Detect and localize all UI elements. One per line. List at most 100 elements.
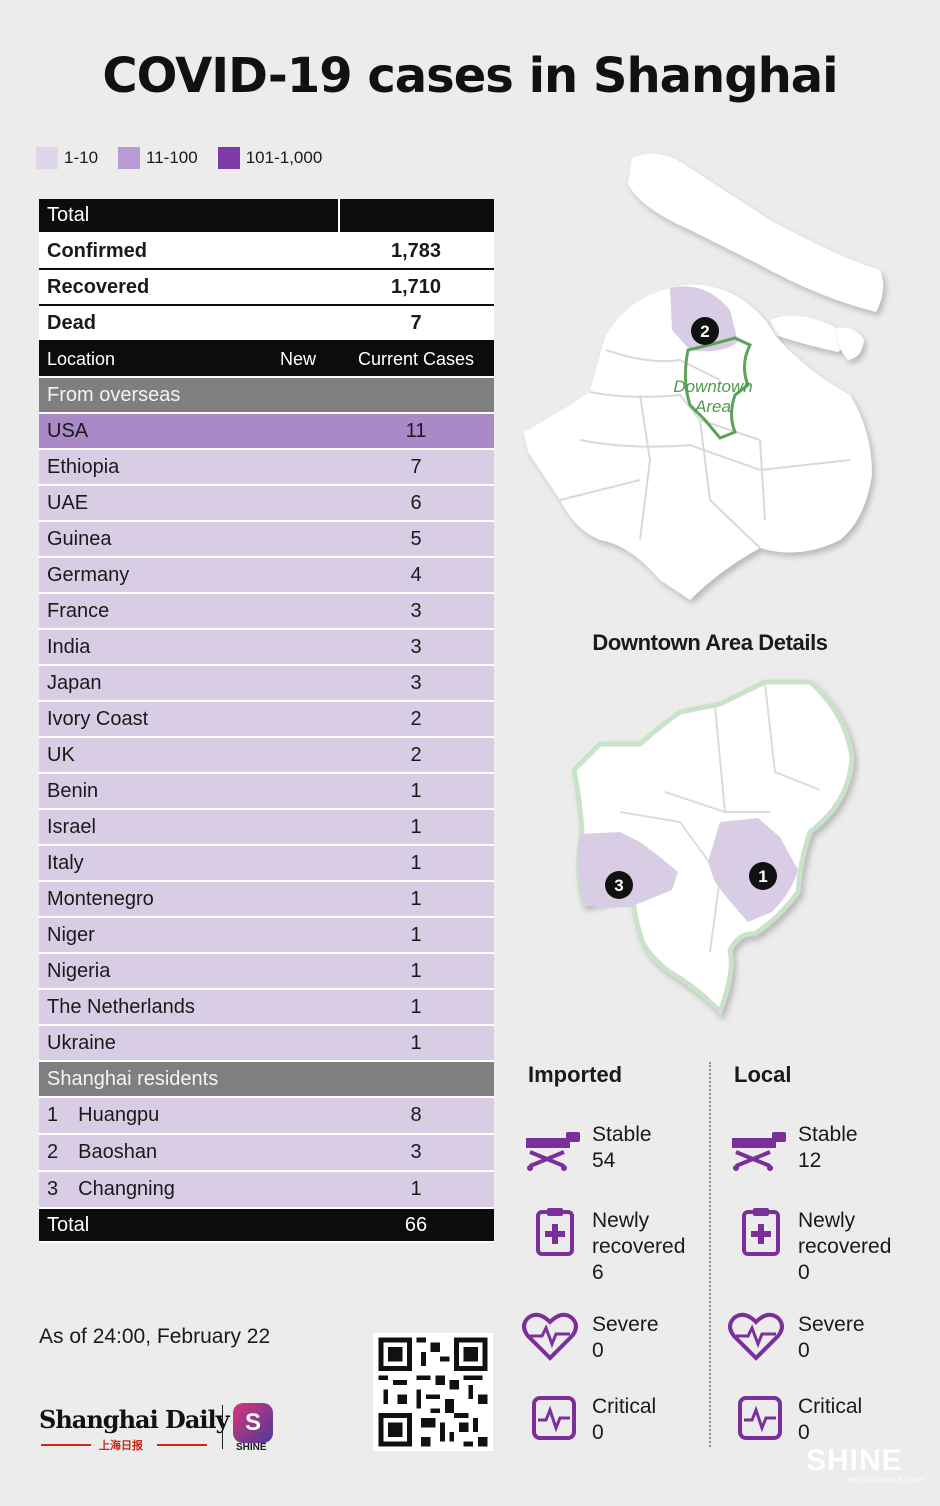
brand-separator bbox=[222, 1405, 223, 1449]
grand-total-row: Total 66 bbox=[39, 1209, 494, 1243]
table-row: Niger 1 bbox=[39, 918, 494, 954]
legend-label: 1-10 bbox=[64, 148, 99, 167]
table-row: Ukraine 1 bbox=[39, 1026, 494, 1062]
district-changning bbox=[577, 832, 678, 908]
district-name: Baoshan bbox=[78, 1141, 158, 1163]
marker-baoshan bbox=[691, 317, 719, 345]
country-name: Ivory Coast bbox=[47, 707, 149, 730]
table-row: Ivory Coast 2 bbox=[39, 702, 494, 738]
total-row-recovered: Recovered 1,710 bbox=[39, 270, 494, 306]
district-cell: 1 Huangpu bbox=[39, 1104, 248, 1127]
status-stable: Stable 12 bbox=[726, 1122, 926, 1192]
status-text: Newly recovered 6 bbox=[592, 1208, 685, 1286]
downtown-map: 3 1 bbox=[571, 679, 855, 1017]
table-row: Italy 1 bbox=[39, 846, 494, 882]
district-number: 1 bbox=[47, 1104, 59, 1126]
country-name: The Netherlands bbox=[47, 995, 195, 1018]
country-name: Japan bbox=[47, 671, 102, 694]
country-name: UK bbox=[47, 743, 75, 766]
table-row: 1 Huangpu 8 bbox=[39, 1098, 494, 1135]
district-name: Huangpu bbox=[78, 1104, 160, 1126]
current-cases: 8 bbox=[410, 1104, 422, 1126]
medical-clipboard-icon bbox=[742, 1208, 780, 1256]
mainland bbox=[524, 284, 872, 600]
brand-sub: 上海日报 bbox=[41, 1437, 209, 1452]
current-cases: 3 bbox=[410, 599, 422, 622]
country-name: UAE bbox=[47, 491, 89, 514]
legend-item-mid: 11-100 bbox=[118, 147, 198, 169]
status-text: Critical 0 bbox=[798, 1394, 862, 1446]
status-label: Critical bbox=[798, 1395, 863, 1418]
current-cases: 1 bbox=[410, 1178, 422, 1200]
status-value: 0 bbox=[592, 1421, 604, 1444]
status-value: 0 bbox=[798, 1339, 810, 1362]
current-cases: 6 bbox=[410, 491, 422, 514]
current-cases: 3 bbox=[410, 671, 422, 694]
shanghai-map: 2 Downtown Area bbox=[524, 153, 884, 600]
status-recovered: Newly recovered 6 bbox=[520, 1208, 720, 1284]
country-name: Israel bbox=[47, 815, 96, 838]
total-row-dead: Dead 7 bbox=[39, 306, 494, 342]
section-title: Shanghai residents bbox=[47, 1067, 219, 1090]
district-number: 2 bbox=[47, 1141, 59, 1163]
current-cases: 3 bbox=[410, 635, 422, 658]
imported-status: Imported Stable 54 Newly recovered 6 bbox=[520, 1062, 720, 1444]
current-cases: 7 bbox=[410, 455, 422, 478]
status-critical: Critical 0 bbox=[520, 1394, 720, 1464]
current-cases: 1 bbox=[410, 779, 422, 802]
status-divider bbox=[709, 1062, 711, 1447]
country-name: Germany bbox=[47, 563, 130, 586]
totals-header-row: Total bbox=[39, 199, 494, 234]
legend-label: 11-100 bbox=[146, 148, 198, 167]
status-text: Newly recovered 0 bbox=[798, 1208, 891, 1286]
status-label: recovered bbox=[798, 1235, 892, 1258]
page-title: COVID-19 cases in Shanghai bbox=[102, 48, 838, 104]
table-row: India 3 bbox=[39, 630, 494, 666]
status-value: 12 bbox=[798, 1149, 822, 1172]
totals-header: Total bbox=[47, 204, 90, 226]
status-label: Newly bbox=[592, 1209, 650, 1232]
status-critical: Critical 0 bbox=[726, 1394, 926, 1464]
status-text: Severe 0 bbox=[592, 1312, 659, 1364]
table-row: France 3 bbox=[39, 594, 494, 630]
qr-code[interactable] bbox=[373, 1333, 493, 1451]
brand-rule bbox=[41, 1444, 91, 1446]
table-row: The Netherlands 1 bbox=[39, 990, 494, 1026]
legend: 1-10 11-100 101-1,000 bbox=[36, 147, 322, 169]
marker-label: 3 bbox=[614, 876, 623, 895]
status-recovered: Newly recovered 0 bbox=[726, 1208, 926, 1284]
marker-huangpu bbox=[749, 862, 777, 890]
column-header-row: Location New Current Cases bbox=[39, 342, 494, 378]
table-row: Nigeria 1 bbox=[39, 954, 494, 990]
status-text: Severe 0 bbox=[798, 1312, 865, 1364]
legend-item-high: 101-1,000 bbox=[217, 147, 322, 169]
current-cases: 11 bbox=[405, 419, 427, 442]
table-row: UAE 6 bbox=[39, 486, 494, 522]
downtown-label: Downtown bbox=[673, 377, 752, 396]
country-name: Ethiopia bbox=[47, 455, 120, 478]
country-name: Niger bbox=[47, 923, 95, 946]
table-row: Israel 1 bbox=[39, 810, 494, 846]
status-severe: Severe 0 bbox=[520, 1312, 720, 1382]
status-label: Stable bbox=[592, 1123, 652, 1146]
status-label: recovered bbox=[592, 1235, 686, 1258]
shine-tagline: BEYOND A SINGLE STORY bbox=[848, 1478, 925, 1484]
as-of-timestamp: As of 24:00, February 22 bbox=[39, 1325, 271, 1348]
status-label: Stable bbox=[798, 1123, 858, 1146]
brand-chinese: 上海日报 bbox=[99, 1440, 143, 1452]
column-new: New bbox=[279, 348, 316, 369]
shine-app-icon: S bbox=[233, 1403, 273, 1443]
section-header-residents: Shanghai residents bbox=[39, 1062, 494, 1098]
current-cases: 1 bbox=[410, 887, 422, 910]
table-row: Benin 1 bbox=[39, 774, 494, 810]
status-text: Stable 12 bbox=[798, 1122, 858, 1174]
total-label: Recovered bbox=[47, 275, 150, 298]
status-value: 6 bbox=[592, 1261, 604, 1284]
current-cases: 1 bbox=[410, 815, 422, 838]
country-name: France bbox=[47, 599, 110, 622]
downtown-outline bbox=[683, 336, 753, 440]
status-text: Critical 0 bbox=[592, 1394, 656, 1446]
current-cases: 1 bbox=[410, 995, 422, 1018]
heartbeat-heart-icon bbox=[522, 1312, 578, 1361]
current-cases: 2 bbox=[410, 743, 422, 766]
